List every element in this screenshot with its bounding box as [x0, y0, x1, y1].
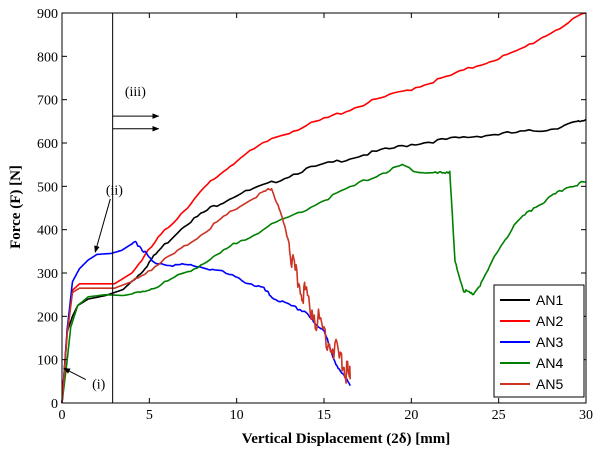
- y-tick-label: 400: [37, 224, 58, 239]
- x-tick-label: 15: [317, 408, 331, 423]
- x-tick-label: 25: [492, 408, 506, 423]
- x-tick-label: 10: [230, 408, 244, 423]
- legend-label-an3: AN3: [536, 334, 563, 350]
- x-tick-label: 20: [404, 408, 418, 423]
- annotation-arrow: [63, 367, 87, 380]
- annotation-1: (i): [63, 367, 106, 393]
- y-axis-label: Force (F) [N]: [8, 165, 24, 249]
- annotation-arrow: [94, 198, 111, 253]
- annotations-layer: (i) (ii) (iii): [63, 85, 160, 393]
- legend-label-an5: AN5: [536, 376, 563, 392]
- y-tick-label: 600: [37, 137, 58, 152]
- y-tick-label: 200: [37, 310, 58, 325]
- annotation-label: (i): [92, 378, 106, 393]
- y-tick-label: 0: [51, 397, 58, 412]
- legend: AN1 AN2 AN3 AN4 AN5: [493, 284, 585, 398]
- y-tick-label: 800: [37, 50, 58, 65]
- series-line-an4: [61, 163, 587, 404]
- annotation-3: (iii): [112, 85, 160, 132]
- y-tick-label: 500: [37, 180, 58, 195]
- y-tick-label: 300: [37, 267, 58, 282]
- annotation-label: (iii): [125, 85, 146, 100]
- x-axis-label: Vertical Displacement (2δ) [mm]: [242, 431, 450, 447]
- legend-label-an2: AN2: [536, 313, 563, 329]
- y-tick-label: 100: [37, 354, 58, 369]
- annotation-2: (ii): [94, 183, 123, 253]
- series-layer: [61, 12, 587, 404]
- legend-label-an1: AN1: [536, 292, 563, 308]
- x-tick-label: 30: [579, 408, 593, 423]
- series-line-an5: [61, 187, 351, 404]
- annotation-label: (ii): [106, 183, 123, 198]
- legend-label-an4: AN4: [536, 355, 563, 371]
- x-tick-label: 5: [146, 408, 153, 423]
- y-tick-label: 900: [37, 7, 58, 22]
- y-tick-label: 700: [37, 94, 58, 109]
- series-line-an1: [61, 118, 587, 404]
- series-line-an2: [61, 12, 587, 404]
- x-tick-label: 0: [59, 408, 66, 423]
